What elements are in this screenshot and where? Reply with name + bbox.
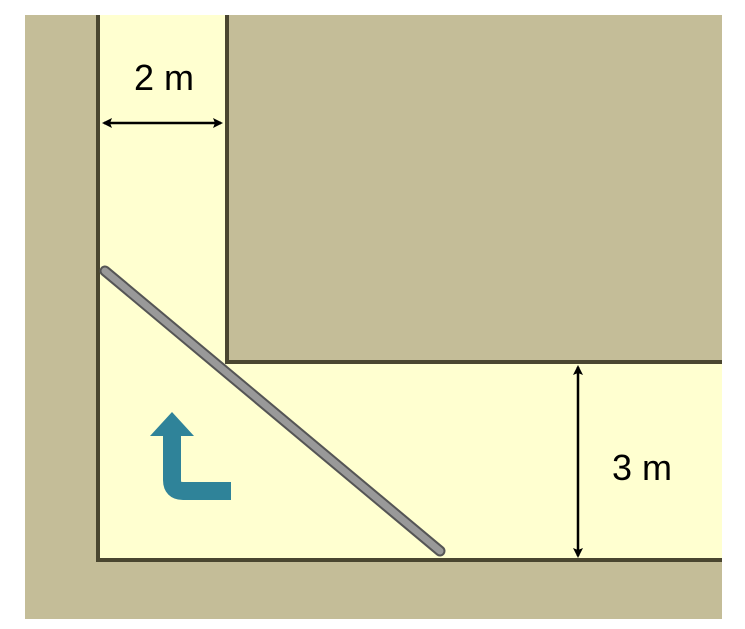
- corridor-floor: [98, 15, 722, 560]
- pole-highlight: [101, 267, 444, 555]
- horizontal-corridor-width-label: 3 m: [612, 447, 672, 488]
- vertical-corridor-width-label: 2 m: [134, 57, 194, 98]
- corridor-inner-wall-edge: [225, 15, 722, 364]
- corridor-outer-wall-edge: [96, 15, 722, 562]
- turn-arrow-icon: [150, 412, 231, 500]
